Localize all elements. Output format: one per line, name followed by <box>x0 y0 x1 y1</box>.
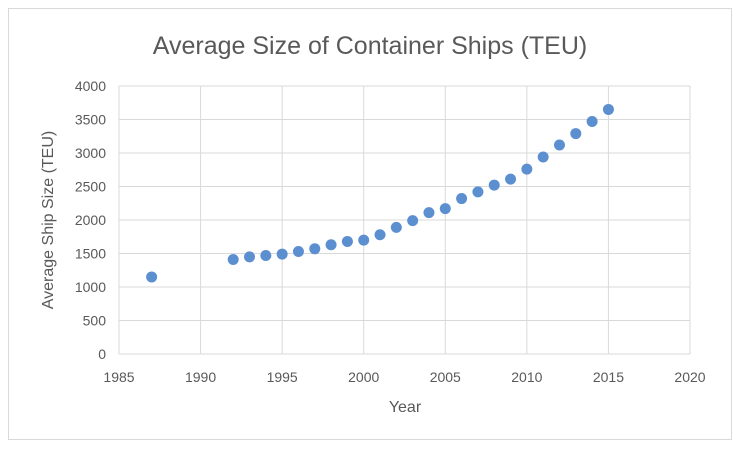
data-point <box>521 163 533 175</box>
data-point <box>374 229 386 241</box>
data-point <box>472 186 484 198</box>
data-point <box>390 221 402 233</box>
x-tick-label: 2005 <box>430 369 461 385</box>
x-tick-label: 2000 <box>348 369 379 385</box>
y-axis-label: Average Ship Size (TEU) <box>40 131 57 309</box>
y-tick-label: 2000 <box>75 212 106 228</box>
data-point <box>260 250 272 262</box>
data-point <box>358 234 370 246</box>
y-tick-label: 0 <box>98 346 106 362</box>
data-point <box>227 254 239 266</box>
x-tick-label: 2020 <box>674 369 705 385</box>
data-point <box>505 173 517 185</box>
y-tick-label: 3000 <box>75 145 106 161</box>
data-point <box>439 203 451 215</box>
x-tick-label: 2015 <box>593 369 624 385</box>
y-tick-label: 3500 <box>75 112 106 128</box>
x-tick-label: 2010 <box>511 369 542 385</box>
y-tick-label: 2500 <box>75 179 106 195</box>
chart-frame <box>8 8 732 440</box>
data-point <box>537 151 549 163</box>
x-tick-label: 1985 <box>103 369 134 385</box>
data-point <box>309 243 321 255</box>
x-tick-label: 1990 <box>185 369 216 385</box>
y-tick-label: 1500 <box>75 246 106 262</box>
gridlines <box>118 85 691 355</box>
data-point <box>341 235 353 247</box>
data-point <box>456 193 468 205</box>
data-point <box>553 139 565 151</box>
data-point <box>602 103 614 115</box>
x-axis-label: Year <box>389 399 422 416</box>
x-tick-labels: 1985 1990 1995 2000 2005 2010 2015 2020 <box>103 369 705 385</box>
data-point <box>488 179 500 191</box>
data-point <box>244 251 256 263</box>
data-point <box>292 245 304 257</box>
data-point <box>586 116 598 128</box>
data-point <box>325 239 337 251</box>
x-tick-label: 1995 <box>267 369 298 385</box>
y-tick-label: 500 <box>83 313 107 329</box>
data-point <box>146 271 158 283</box>
data-point <box>407 215 419 227</box>
data-point <box>570 128 582 140</box>
chart-title: Average Size of Container Ships (TEU) <box>153 32 587 60</box>
data-points <box>146 103 614 283</box>
y-tick-label: 1000 <box>75 279 106 295</box>
y-tick-label: 4000 <box>75 78 106 94</box>
data-point <box>276 248 288 260</box>
y-tick-labels: 0 500 1000 1500 2000 2500 3000 3500 4000 <box>75 78 106 362</box>
data-point <box>423 207 435 219</box>
